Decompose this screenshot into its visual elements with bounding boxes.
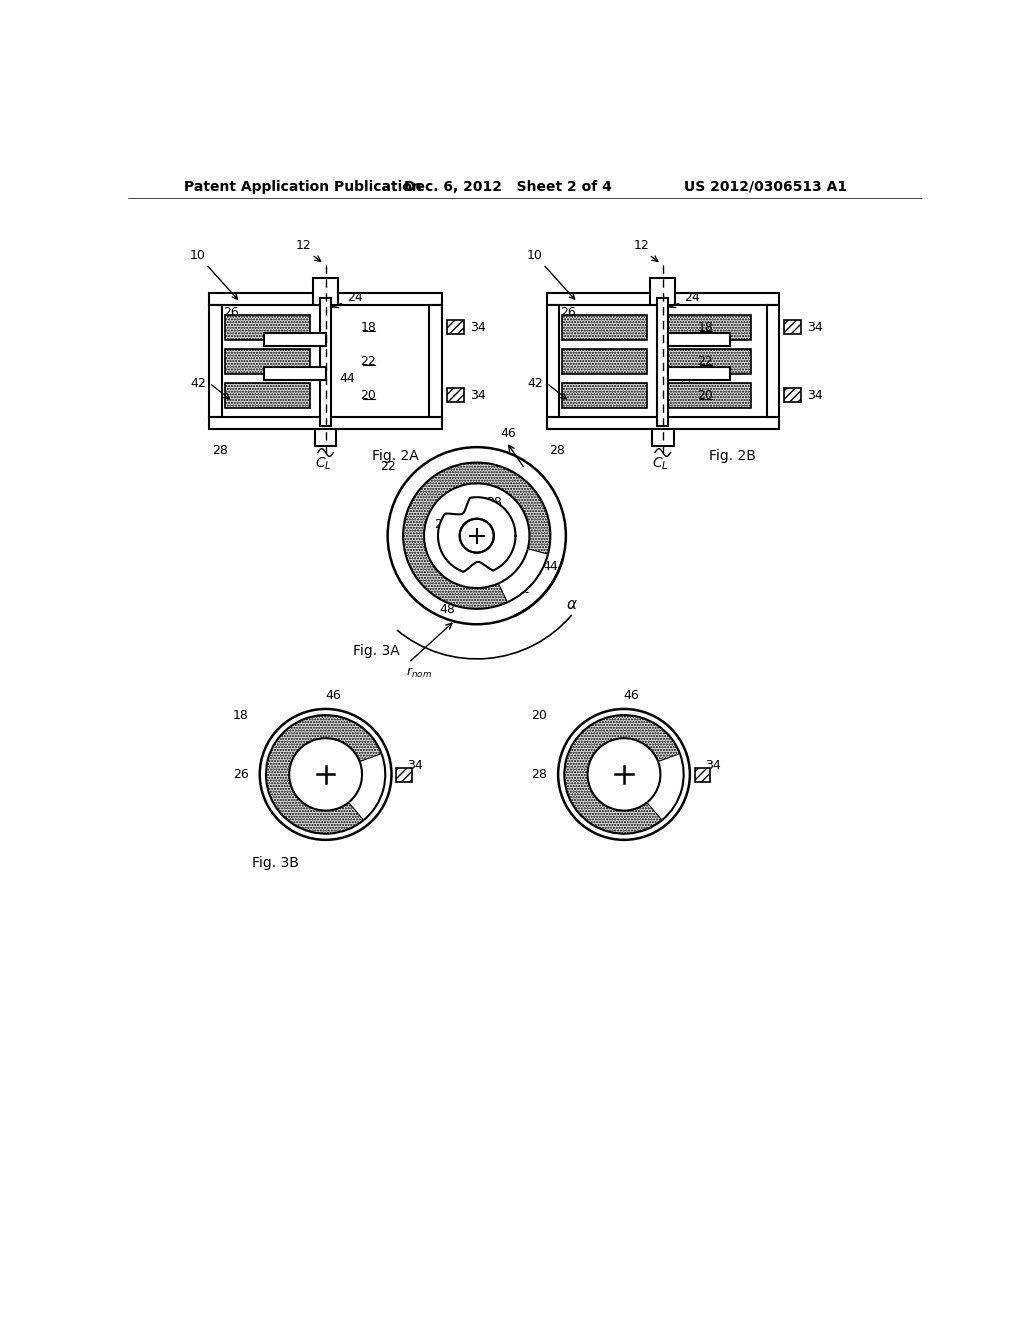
Text: 26: 26 — [560, 306, 577, 319]
Text: 26: 26 — [223, 306, 239, 319]
Text: 22: 22 — [380, 461, 395, 474]
Text: 24: 24 — [684, 290, 700, 304]
Text: 10: 10 — [189, 248, 238, 300]
Bar — [783, 321, 801, 334]
Text: 42: 42 — [527, 376, 544, 389]
Wedge shape — [348, 754, 387, 821]
Wedge shape — [646, 754, 685, 821]
Text: $C_L$: $C_L$ — [315, 455, 332, 471]
Text: 18: 18 — [233, 709, 249, 722]
Text: 28: 28 — [212, 445, 228, 458]
Bar — [263, 367, 326, 380]
Bar — [321, 298, 331, 425]
Bar — [562, 348, 647, 374]
Text: 20: 20 — [697, 389, 714, 401]
Wedge shape — [403, 462, 550, 609]
Text: 12: 12 — [633, 239, 649, 252]
Polygon shape — [438, 498, 515, 572]
Text: Fig. 3A: Fig. 3A — [352, 644, 399, 659]
Text: 18: 18 — [360, 321, 376, 334]
Bar — [666, 383, 751, 408]
Bar — [225, 383, 310, 408]
Text: 28: 28 — [531, 768, 547, 781]
Text: $r_{nom}$: $r_{nom}$ — [406, 665, 431, 680]
Bar — [783, 388, 801, 403]
Bar — [446, 388, 464, 403]
Wedge shape — [266, 715, 382, 834]
Text: 44: 44 — [543, 561, 558, 573]
Bar — [209, 305, 222, 417]
Text: 38: 38 — [486, 496, 502, 510]
Text: 34: 34 — [407, 759, 423, 772]
Text: 34: 34 — [470, 321, 485, 334]
Text: 12: 12 — [296, 239, 311, 252]
Bar — [225, 315, 310, 339]
Text: 46: 46 — [326, 689, 341, 702]
Bar — [446, 321, 464, 334]
Text: 46: 46 — [500, 428, 516, 440]
Text: $C_L$: $C_L$ — [652, 455, 669, 471]
Bar — [547, 417, 779, 429]
Bar — [313, 277, 338, 305]
Text: 44: 44 — [340, 372, 355, 384]
Text: 22: 22 — [360, 355, 376, 368]
Bar — [225, 348, 310, 374]
Text: 20: 20 — [531, 709, 547, 722]
Bar — [209, 417, 442, 429]
Text: 34: 34 — [706, 759, 721, 772]
Text: 20: 20 — [360, 389, 376, 401]
Text: 24: 24 — [434, 517, 450, 531]
Wedge shape — [564, 715, 680, 834]
Bar — [547, 293, 779, 305]
Text: $\alpha$: $\alpha$ — [566, 597, 578, 612]
Bar — [209, 293, 442, 305]
Bar — [669, 334, 730, 346]
Text: 42: 42 — [190, 376, 206, 389]
Text: 24: 24 — [347, 290, 364, 304]
Bar — [657, 298, 669, 425]
Text: 10: 10 — [527, 248, 574, 300]
Bar — [650, 277, 675, 305]
Bar — [396, 768, 412, 781]
Text: Fig. 2A: Fig. 2A — [372, 449, 419, 463]
Text: 34: 34 — [807, 389, 822, 401]
Wedge shape — [499, 549, 549, 603]
Circle shape — [460, 519, 494, 553]
Text: Fig. 3B: Fig. 3B — [252, 855, 299, 870]
Bar — [263, 334, 326, 346]
Text: 26: 26 — [233, 768, 249, 781]
Text: 22: 22 — [697, 355, 714, 368]
Text: 46: 46 — [624, 689, 640, 702]
Text: 34: 34 — [807, 321, 822, 334]
Text: Dec. 6, 2012   Sheet 2 of 4: Dec. 6, 2012 Sheet 2 of 4 — [403, 180, 611, 194]
Bar — [547, 305, 559, 417]
Bar — [562, 383, 647, 408]
Text: 42: 42 — [514, 583, 529, 597]
Bar — [666, 315, 751, 339]
Text: 34: 34 — [470, 389, 485, 401]
Text: 18: 18 — [697, 321, 714, 334]
Text: US 2012/0306513 A1: US 2012/0306513 A1 — [684, 180, 848, 194]
Bar — [694, 768, 710, 781]
Bar — [429, 305, 442, 417]
Text: 44: 44 — [677, 372, 692, 384]
Bar — [669, 367, 730, 380]
Bar — [767, 305, 779, 417]
Text: Patent Application Publication: Patent Application Publication — [183, 180, 422, 194]
Text: Fig. 2B: Fig. 2B — [709, 449, 756, 463]
Text: 48: 48 — [439, 603, 456, 615]
Bar — [666, 348, 751, 374]
Text: 28: 28 — [550, 445, 565, 458]
Bar — [562, 315, 647, 339]
